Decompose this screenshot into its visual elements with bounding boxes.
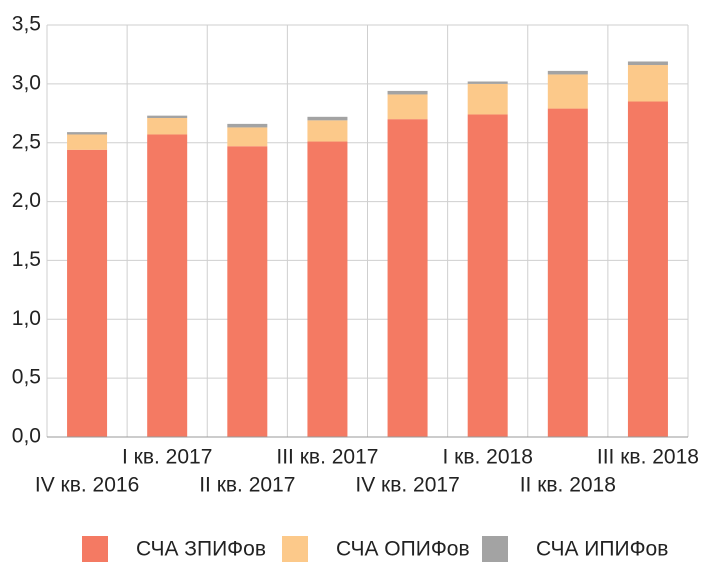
bar-segment: [307, 141, 348, 437]
x-tick-label: III кв. 2018: [597, 446, 699, 469]
bar-segment: [147, 115, 188, 118]
bar-segment: [67, 134, 108, 150]
legend-label: СЧА ЗПИФов: [136, 538, 266, 561]
bar-segment: [147, 134, 188, 437]
bar-segment: [227, 127, 268, 147]
bar-segment: [387, 94, 428, 120]
legend-swatch: [82, 536, 108, 562]
bar-segment: [627, 65, 668, 102]
bar-segment: [227, 146, 268, 437]
x-tick-label: III кв. 2017: [276, 446, 378, 469]
y-tick-label: 0,5: [12, 366, 41, 389]
bar-segment: [627, 101, 668, 437]
legend-swatch: [482, 536, 508, 562]
bar-segment: [627, 61, 668, 66]
x-tick-label: I кв. 2018: [442, 446, 532, 469]
legend-swatch: [282, 536, 308, 562]
x-tick-label: I кв. 2017: [122, 446, 212, 469]
y-tick-label: 2,5: [12, 130, 41, 153]
bar-segment: [67, 149, 108, 437]
y-tick-label: 1,0: [12, 307, 41, 330]
x-tick-label: IV кв. 2016: [35, 474, 139, 497]
bar-segment: [387, 119, 428, 438]
bar-segment: [387, 90, 428, 95]
y-tick-label: 1,5: [12, 248, 41, 271]
x-tick-label: II кв. 2017: [199, 474, 295, 497]
bar-segment: [547, 108, 588, 437]
bar-segment: [67, 132, 108, 135]
x-tick-label: II кв. 2018: [520, 474, 616, 497]
y-tick-label: 0,0: [12, 425, 41, 448]
y-tick-label: 3,0: [12, 71, 41, 94]
bar-segment: [467, 81, 508, 84]
legend-label: СЧА ОПИФов: [336, 538, 470, 561]
bar-segment: [467, 83, 508, 115]
y-tick-label: 2,0: [12, 189, 41, 212]
bar-segment: [307, 120, 348, 142]
x-tick-label: IV кв. 2017: [355, 474, 459, 497]
bar-segment: [467, 114, 508, 437]
bar-segment: [307, 116, 348, 121]
bar-segment: [547, 74, 588, 109]
bar-segment: [147, 117, 188, 135]
legend-label: СЧА ИПИФов: [536, 538, 668, 561]
bar-segment: [547, 70, 588, 75]
bar-segment: [227, 123, 268, 128]
y-tick-label: 3,5: [12, 13, 41, 36]
